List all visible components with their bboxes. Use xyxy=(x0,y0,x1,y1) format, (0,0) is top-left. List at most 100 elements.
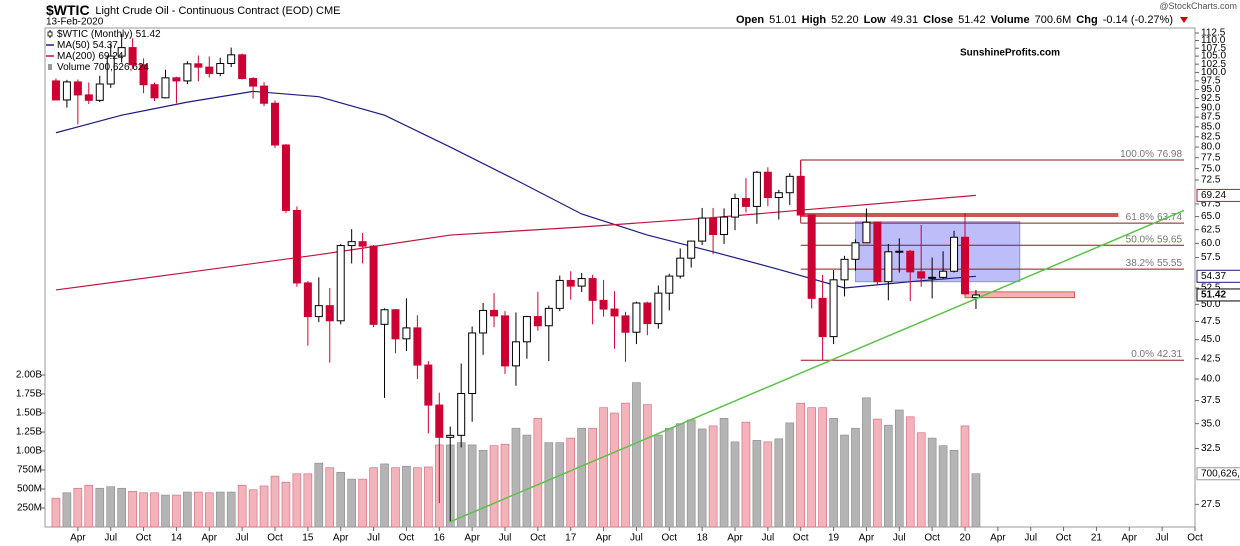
y-tick-label: 47.5 xyxy=(1201,316,1221,327)
volume-bar xyxy=(522,434,532,528)
quote-label: Close xyxy=(923,14,954,26)
volume-bar xyxy=(829,418,838,528)
fib-value: 55.55 xyxy=(1157,258,1182,269)
x-tick-label: 20 xyxy=(959,533,971,544)
legend-entry: MA(200) 69.24 xyxy=(57,51,124,62)
candle-body xyxy=(763,171,772,199)
legend-icon xyxy=(48,64,52,70)
candle-body xyxy=(676,257,685,277)
y2-tick-label: 250M xyxy=(17,503,42,514)
volume-bar xyxy=(139,492,148,528)
x-tick-label: Oct xyxy=(1187,533,1203,544)
x-tick-label: Oct xyxy=(662,533,678,544)
x-tick-label: Jul xyxy=(1024,533,1037,544)
candle-body xyxy=(851,242,860,260)
volume-bar xyxy=(566,437,576,528)
candle-body xyxy=(314,305,323,318)
y-tick-label: 87.5 xyxy=(1201,112,1221,123)
candle-body xyxy=(106,55,115,85)
quote-bar: Open 51.01 High 52.20 Low 49.31 Close 51.42 Volu… xyxy=(736,14,1188,26)
candle-body xyxy=(227,54,236,65)
candle-body xyxy=(73,81,82,96)
volume-bar xyxy=(796,402,806,528)
candle-body xyxy=(216,63,225,74)
y-tick-label: 112.5 xyxy=(1201,28,1226,39)
x-tick-label: 19 xyxy=(828,533,840,544)
x-tick-label: Apr xyxy=(464,533,480,544)
candle-body xyxy=(435,404,444,438)
volume-bar xyxy=(402,465,411,528)
candle-body xyxy=(720,216,729,236)
candle-body xyxy=(358,241,367,247)
x-tick-label: Jul xyxy=(236,533,249,544)
volume-bar xyxy=(358,478,367,528)
candle-body xyxy=(741,198,750,207)
quote-value: 49.31 xyxy=(890,14,919,26)
chart-title: $WTIC xyxy=(46,2,90,18)
value-box xyxy=(1196,288,1240,302)
candle-body xyxy=(928,276,937,279)
volume-bar xyxy=(226,491,236,528)
candle-body xyxy=(533,316,542,327)
candle-body xyxy=(873,221,882,283)
value-box xyxy=(1196,467,1240,481)
quote-value: 700.6M xyxy=(1034,14,1072,26)
volume-bar xyxy=(325,467,335,528)
x-tick-label: Jul xyxy=(104,533,117,544)
y-tick-label: 100.0 xyxy=(1201,67,1226,78)
volume-bar xyxy=(654,434,663,528)
fib-ratio: 38.2% xyxy=(1126,258,1154,269)
candle-body xyxy=(862,221,871,244)
candle-body xyxy=(95,83,104,101)
candle-body xyxy=(961,236,969,295)
x-tick-label: Oct xyxy=(1056,533,1072,544)
candle-body xyxy=(752,171,761,207)
candle-body xyxy=(238,54,247,80)
volume-bar xyxy=(588,427,597,528)
candle-body xyxy=(501,315,509,367)
x-tick-label: Apr xyxy=(202,533,218,544)
x-tick-label: Oct xyxy=(924,533,940,544)
x-tick-label: Jul xyxy=(761,533,774,544)
volume-bar xyxy=(303,473,313,528)
fib-value: 76.98 xyxy=(1157,149,1182,160)
candle-body xyxy=(457,393,466,436)
candle-body xyxy=(971,294,980,299)
candle-body xyxy=(468,332,477,395)
y2-tick-label: 1.75B xyxy=(16,389,42,400)
volume-bar xyxy=(905,416,915,528)
volume-bar xyxy=(927,437,937,528)
candle-body xyxy=(380,309,389,325)
volume-bar xyxy=(818,407,827,528)
volume-bar xyxy=(730,441,740,528)
y-tick-label: 105.0 xyxy=(1201,51,1226,62)
candle-body xyxy=(840,258,849,281)
candle-body xyxy=(599,299,608,310)
volume-bar xyxy=(632,382,641,528)
x-tick-label: Apr xyxy=(859,533,875,544)
candle-body xyxy=(446,434,455,438)
candle-body xyxy=(577,278,586,287)
legend-name: $WTIC (Monthly) xyxy=(57,29,133,40)
watermark: SunshineProfits.com xyxy=(960,48,1060,59)
volume-bar xyxy=(380,463,389,528)
candle-body xyxy=(522,316,531,343)
legend-name: MA(200) xyxy=(57,51,95,62)
volume-bar xyxy=(719,418,729,528)
candle-body xyxy=(117,47,126,57)
candle-body xyxy=(303,282,312,318)
fib-value: 59.65 xyxy=(1157,234,1182,245)
source: @StockCharts.com xyxy=(1159,1,1237,11)
volume-bar xyxy=(456,442,466,528)
volume-bar xyxy=(763,441,773,528)
candle-body xyxy=(632,302,641,333)
volume-bar xyxy=(774,438,784,528)
x-tick-label: Jul xyxy=(630,533,643,544)
candle-body xyxy=(479,309,488,334)
candle-body xyxy=(610,308,619,317)
volume-bar xyxy=(643,404,652,528)
candle-body xyxy=(336,245,345,322)
y2-tick-label: 1.25B xyxy=(16,427,42,438)
candle-body xyxy=(391,309,400,340)
